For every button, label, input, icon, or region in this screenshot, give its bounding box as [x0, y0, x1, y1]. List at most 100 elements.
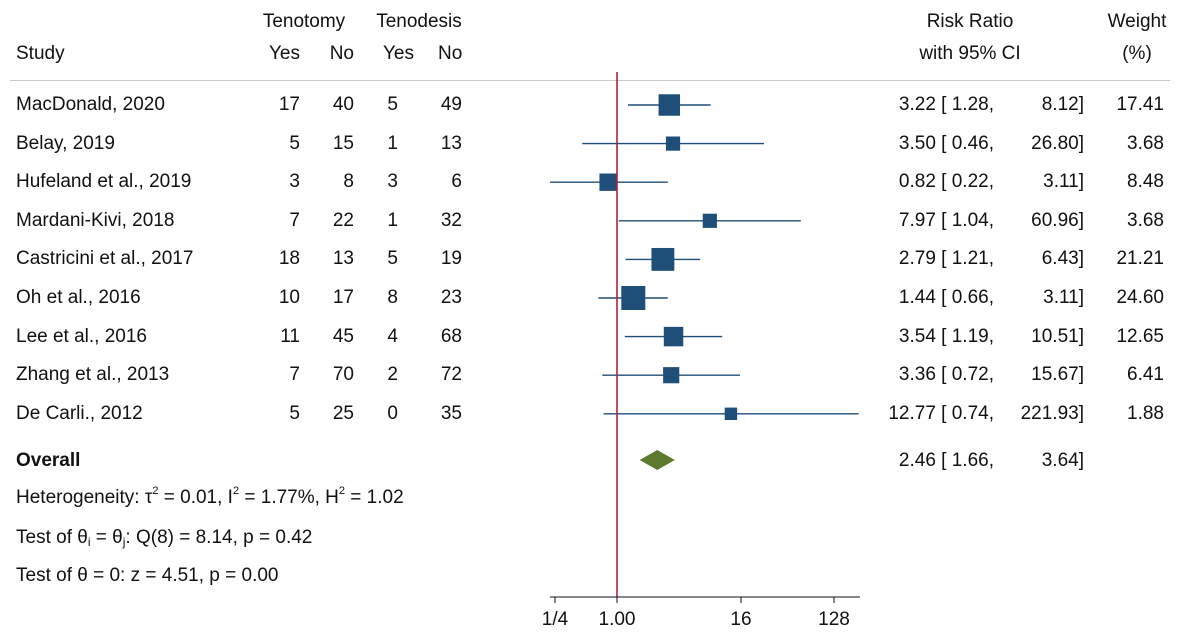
risk-ratio-value: 2.79 [ 1.21, — [898, 248, 994, 270]
weight-value: 21.21 — [1116, 248, 1164, 270]
tenotomy-yes-value: 7 — [289, 364, 300, 386]
effect-marker — [724, 407, 738, 421]
effect-marker — [599, 173, 617, 191]
effect-marker — [665, 136, 681, 151]
overall-diamond — [639, 450, 675, 470]
tenodesis-no-value: 23 — [440, 287, 462, 308]
tenodesis-yes-value: 2 — [387, 364, 398, 386]
effect-marker — [663, 367, 680, 384]
tenotomy-yes-value: 7 — [289, 209, 300, 231]
risk-ratio-ci-header: with 95% CI — [919, 43, 1021, 64]
weight-value: 24.60 — [1116, 287, 1164, 308]
group-tenotomy-header: Tenotomy — [262, 11, 346, 32]
effect-marker — [663, 326, 684, 347]
study-name: Lee et al., 2016 — [16, 325, 147, 347]
tenodesis-yes-value: 5 — [387, 94, 398, 115]
tenodesis-no-value: 68 — [440, 325, 462, 347]
risk-ratio-header: Risk Ratio — [926, 11, 1014, 32]
heterogeneity-text: Heterogeneity: τ2 = 0.01, I2 = 1.77%, H2… — [16, 485, 404, 509]
x-tick-label: 1/4 — [542, 609, 569, 630]
ci-upper-value: 8.12] — [1041, 94, 1084, 115]
risk-ratio-value: 7.97 [ 1.04, — [898, 209, 994, 231]
tenotomy-no-value: 22 — [332, 209, 354, 231]
study-name: Castricini et al., 2017 — [16, 248, 194, 270]
group-tenodesis-header: Tenodesis — [376, 11, 462, 32]
x-tick-label: 16 — [730, 609, 751, 630]
ci-upper-value: 15.67] — [1031, 364, 1084, 386]
tenodesis-no-value: 35 — [440, 402, 462, 424]
x-tick-label: 128 — [818, 609, 850, 630]
tenotomy-no-value: 8 — [343, 171, 354, 193]
tenotomy-yes-value: 10 — [278, 287, 300, 308]
tenodesis-no-value: 13 — [440, 132, 462, 154]
risk-ratio-value: 3.22 [ 1.28, — [898, 94, 994, 115]
study-name: Hufeland et al., 2019 — [16, 171, 192, 193]
study-name: Oh et al., 2016 — [16, 287, 141, 308]
tenodesis-yes-value: 4 — [387, 325, 398, 347]
tenodesis-no-value: 72 — [440, 364, 462, 386]
tenotomy-no-value: 15 — [332, 132, 354, 154]
homogeneity-test-text: Test of θi = θj: Q(8) = 8.14, p = 0.42 — [16, 527, 313, 549]
tenotomy-no-value: 40 — [332, 94, 354, 115]
tenotomy-yes-value: 11 — [280, 325, 300, 347]
ci-upper-value: 10.51] — [1031, 325, 1084, 347]
tenodesis-yes-header: Yes — [383, 43, 414, 64]
tenotomy-no-value: 45 — [332, 325, 354, 347]
study-name: De Carli., 2012 — [16, 402, 143, 424]
risk-ratio-value: 0.82 [ 0.22, — [898, 171, 994, 193]
risk-ratio-value: 1.44 [ 0.66, — [898, 287, 994, 308]
overall-label: Overall — [16, 450, 81, 471]
ci-upper-value: 3.11] — [1043, 287, 1084, 308]
overall-rr-text: 2.46 [ 1.66, — [898, 450, 994, 471]
tenodesis-yes-value: 1 — [387, 132, 398, 154]
weight-header: Weight — [1107, 11, 1167, 32]
tenodesis-no-value: 6 — [451, 171, 462, 193]
study-name: Belay, 2019 — [16, 132, 115, 154]
weight-value: 12.65 — [1116, 325, 1164, 347]
ci-upper-value: 3.11] — [1043, 171, 1084, 193]
effect-marker — [658, 94, 681, 116]
ci-upper-value: 221.93] — [1020, 402, 1084, 424]
risk-ratio-value: 3.54 [ 1.19, — [898, 325, 994, 347]
tenotomy-yes-header: Yes — [269, 43, 300, 64]
tenodesis-yes-value: 8 — [387, 287, 398, 308]
ci-upper-value: 26.80] — [1031, 132, 1084, 154]
risk-ratio-value: 12.77 [ 0.74, — [888, 402, 994, 424]
tenotomy-yes-value: 5 — [289, 132, 300, 154]
ci-upper-value: 60.96] — [1031, 209, 1084, 231]
tenodesis-no-value: 32 — [440, 209, 462, 231]
overall-effect-test-text: Test of θ = 0: z = 4.51, p = 0.00 — [16, 565, 279, 586]
tenotomy-yes-value: 18 — [278, 248, 300, 270]
overall-ci-upper: 3.64] — [1041, 450, 1084, 471]
ci-upper-value: 6.43] — [1041, 248, 1084, 270]
tenotomy-yes-value: 3 — [289, 171, 300, 193]
tenotomy-no-value: 13 — [332, 248, 354, 270]
tenodesis-no-value: 19 — [440, 248, 462, 270]
weight-unit-header: (%) — [1122, 43, 1152, 64]
tenodesis-no-value: 49 — [440, 94, 462, 115]
tenodesis-yes-value: 5 — [387, 248, 398, 270]
tenotomy-no-header: No — [329, 43, 354, 64]
tenotomy-yes-value: 5 — [289, 402, 300, 424]
effect-marker — [651, 247, 675, 271]
study-name: Zhang et al., 2013 — [16, 364, 170, 386]
tenodesis-yes-value: 0 — [387, 402, 398, 424]
tenodesis-yes-value: 1 — [387, 209, 398, 231]
weight-value: 3.68 — [1127, 132, 1164, 154]
weight-value: 1.88 — [1127, 402, 1164, 424]
tenotomy-no-value: 25 — [332, 402, 354, 424]
x-tick-label: 1.00 — [599, 609, 636, 630]
header-rule — [10, 80, 1170, 81]
tenodesis-no-header: No — [438, 43, 463, 64]
weight-value: 8.48 — [1127, 171, 1164, 193]
study-column-header: Study — [16, 43, 65, 64]
study-name: MacDonald, 2020 — [16, 94, 165, 115]
tenotomy-no-value: 70 — [332, 364, 354, 386]
tenodesis-yes-value: 3 — [387, 171, 398, 193]
risk-ratio-value: 3.50 [ 0.46, — [898, 132, 994, 154]
weight-value: 6.41 — [1127, 364, 1164, 386]
study-name: Mardani-Kivi, 2018 — [16, 209, 175, 231]
effect-marker — [702, 213, 717, 228]
tenotomy-yes-value: 17 — [278, 94, 300, 115]
